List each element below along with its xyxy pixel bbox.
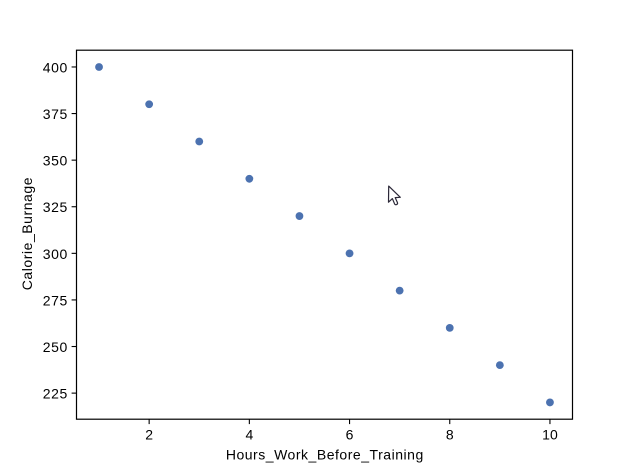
svg-text:8: 8	[446, 427, 454, 443]
svg-text:375: 375	[43, 106, 68, 122]
svg-text:275: 275	[43, 292, 68, 308]
svg-text:2: 2	[145, 427, 153, 443]
svg-text:250: 250	[43, 339, 68, 355]
svg-text:Hours_Work_Before_Training: Hours_Work_Before_Training	[226, 447, 424, 463]
svg-text:400: 400	[43, 59, 68, 75]
svg-text:300: 300	[43, 246, 68, 262]
svg-text:10: 10	[542, 427, 558, 443]
svg-text:225: 225	[43, 386, 68, 402]
svg-text:4: 4	[245, 427, 253, 443]
svg-text:350: 350	[43, 153, 68, 169]
svg-text:Calorie_Burnage: Calorie_Burnage	[19, 177, 35, 290]
svg-text:325: 325	[43, 199, 68, 215]
svg-text:6: 6	[346, 427, 354, 443]
